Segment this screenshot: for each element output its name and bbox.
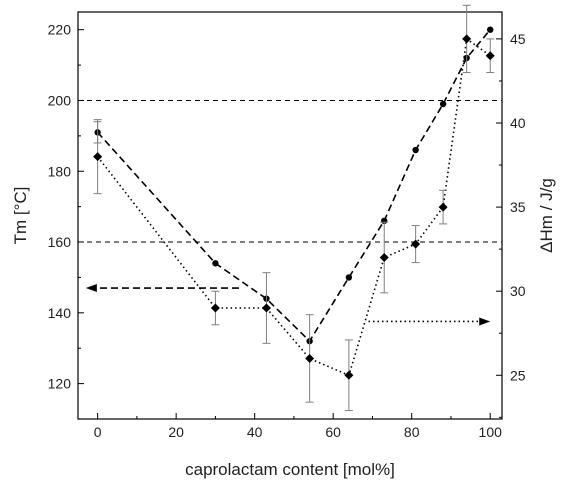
data-point xyxy=(345,274,353,281)
data-point xyxy=(485,51,495,61)
y-axis-left: 120 140 160 180 200 220 xyxy=(48,22,84,392)
y-right-tick-label: 40 xyxy=(510,115,526,131)
axis-arrow-right xyxy=(368,317,491,326)
y-left-tick-label: 120 xyxy=(48,376,72,392)
x-tick-label: 80 xyxy=(404,424,420,440)
y-axis-right-title: ΔHm / J/g xyxy=(537,178,556,253)
data-point xyxy=(462,34,472,44)
plot-frame xyxy=(77,11,503,420)
series-1 xyxy=(93,26,494,345)
y-left-tick-label: 140 xyxy=(48,305,72,321)
x-tick-label: 0 xyxy=(94,424,102,440)
data-point xyxy=(439,100,447,108)
y-right-tick-label: 35 xyxy=(510,199,526,215)
series-layer xyxy=(93,4,495,412)
data-point xyxy=(438,202,448,212)
axis-arrow-left xyxy=(85,284,239,293)
data-point xyxy=(210,303,220,313)
y-right-tick-label: 45 xyxy=(510,31,526,47)
y-left-tick-label: 180 xyxy=(48,163,72,179)
y-axis-right: 25 30 35 40 45 xyxy=(496,31,526,418)
y-right-tick-label: 25 xyxy=(510,367,526,383)
x-axis-title: caprolactam content [mol%] xyxy=(185,460,395,479)
data-point xyxy=(93,152,103,162)
data-point xyxy=(305,353,315,363)
series-line xyxy=(96,37,491,377)
data-point xyxy=(412,146,419,154)
x-axis: 0 20 40 60 80 100 xyxy=(94,413,502,440)
y-left-tick-label: 160 xyxy=(48,234,72,250)
x-tick-label: 60 xyxy=(325,424,341,440)
x-tick-label: 100 xyxy=(479,424,503,440)
x-tick-label: 40 xyxy=(247,424,263,440)
reference-lines xyxy=(78,99,502,243)
y-axis-left-title: Tm [°C] xyxy=(11,187,30,245)
x-tick-label: 20 xyxy=(168,424,184,440)
y-left-tick-label: 200 xyxy=(48,92,72,108)
y-left-tick-label: 220 xyxy=(48,22,72,38)
data-point xyxy=(212,260,219,267)
data-point xyxy=(487,26,494,33)
series-line xyxy=(97,29,491,343)
data-point xyxy=(379,253,389,263)
y-right-tick-label: 30 xyxy=(510,283,526,299)
series-2 xyxy=(93,4,495,412)
data-point xyxy=(344,370,354,380)
arrow-layer xyxy=(85,284,491,326)
data-point xyxy=(411,239,421,249)
data-point xyxy=(261,303,271,313)
